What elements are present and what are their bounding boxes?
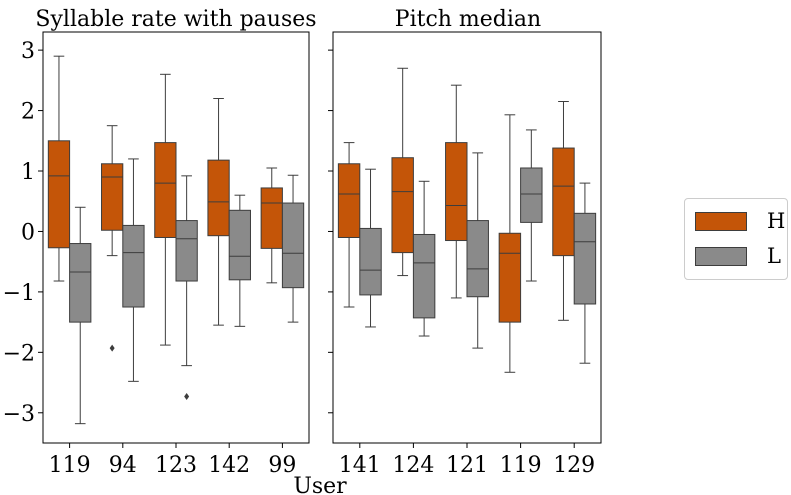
box-l-141 bbox=[359, 227, 382, 296]
box-l-119 bbox=[520, 167, 543, 223]
x-tick-label: 129 bbox=[553, 453, 595, 478]
box-h-99 bbox=[260, 187, 283, 249]
box-h-94 bbox=[101, 163, 124, 231]
box-h-119 bbox=[47, 140, 71, 249]
legend-swatch-l bbox=[695, 246, 747, 266]
x-tick-label: 142 bbox=[208, 453, 250, 478]
outlier-point bbox=[184, 392, 190, 400]
legend: H L bbox=[684, 198, 788, 280]
box-h-129 bbox=[552, 147, 575, 257]
legend-label-l: L bbox=[767, 244, 781, 268]
pitch-median-panel: Pitch median 141 124 121 119 129 bbox=[328, 7, 602, 478]
y-tick-label: −1 bbox=[3, 281, 35, 306]
x-tick-label: 123 bbox=[155, 453, 197, 478]
box-h-141 bbox=[337, 163, 361, 238]
outlier-point bbox=[109, 344, 115, 352]
box-l-94 bbox=[122, 224, 145, 308]
box-l-121 bbox=[466, 220, 489, 298]
box-h-142 bbox=[207, 159, 230, 237]
box-h-119 bbox=[498, 232, 522, 323]
x-tick-label: 119 bbox=[49, 453, 91, 478]
pitch-median-title: Pitch median bbox=[395, 7, 541, 32]
box-l-99 bbox=[281, 202, 305, 289]
x-tick-label: 121 bbox=[446, 453, 488, 478]
syllable-rate-title: Syllable rate with pauses bbox=[35, 7, 316, 32]
box-l-124 bbox=[412, 233, 436, 319]
y-tick-label: −3 bbox=[3, 402, 35, 427]
y-tick-label: 1 bbox=[21, 160, 35, 185]
legend-item-h: H bbox=[695, 209, 786, 233]
legend-item-l: L bbox=[695, 244, 781, 268]
x-axis-label: User bbox=[293, 474, 347, 495]
legend-label-h: H bbox=[767, 209, 786, 233]
x-tick-label: 141 bbox=[339, 453, 381, 478]
x-tick-label: 119 bbox=[500, 453, 542, 478]
y-tick-label: 3 bbox=[21, 39, 35, 64]
y-tick-label: −2 bbox=[3, 341, 35, 366]
box-l-129 bbox=[573, 212, 597, 305]
box-h-123 bbox=[154, 142, 177, 238]
x-tick-label: 94 bbox=[109, 453, 137, 478]
box-h-121 bbox=[445, 142, 468, 242]
y-tick-label: 2 bbox=[21, 100, 35, 125]
box-h-124 bbox=[391, 157, 414, 254]
x-tick-label: 99 bbox=[268, 453, 296, 478]
x-tick-label: 124 bbox=[392, 453, 434, 478]
y-tick-label: 0 bbox=[21, 220, 35, 245]
legend-swatch-h bbox=[695, 211, 747, 231]
box-l-142 bbox=[228, 209, 251, 281]
box-l-119 bbox=[69, 243, 92, 323]
box-l-123 bbox=[175, 220, 198, 282]
